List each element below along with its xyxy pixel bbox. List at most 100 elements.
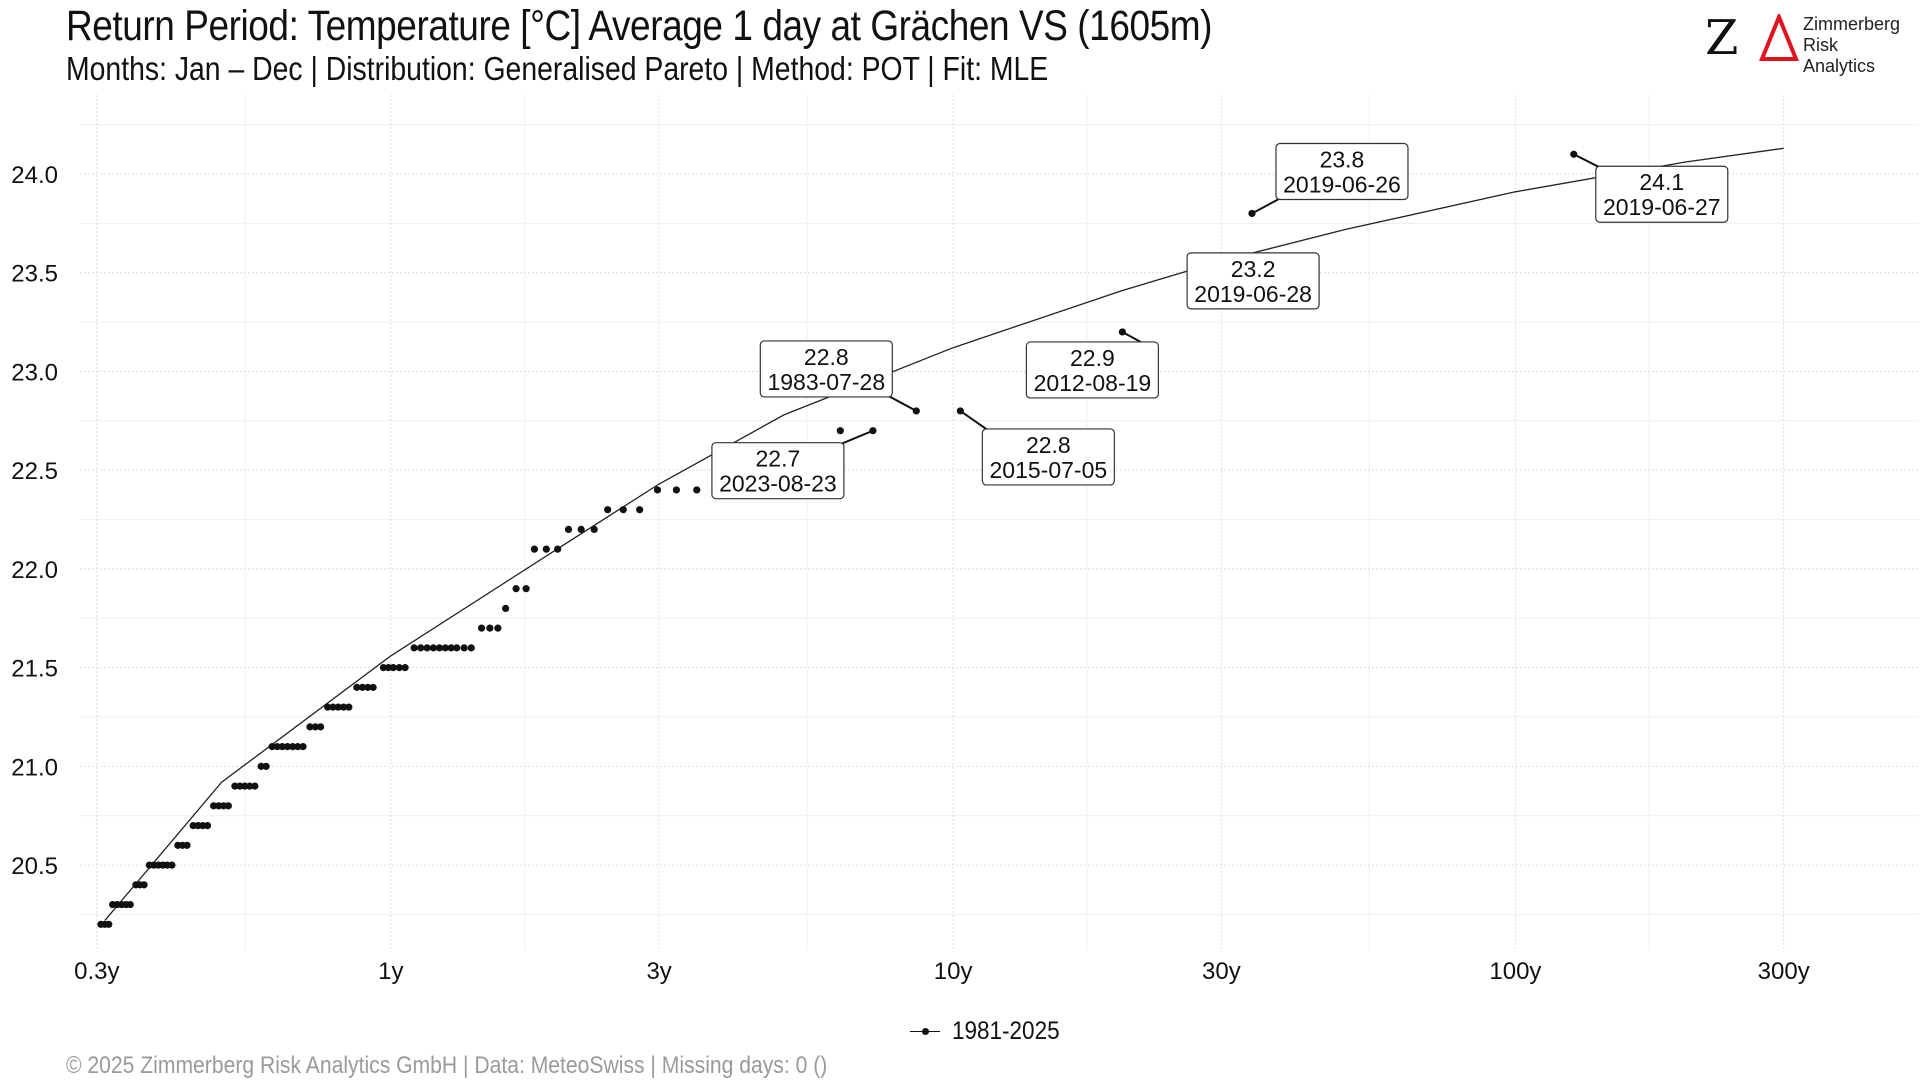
data-point (836, 427, 844, 435)
data-point (294, 743, 302, 751)
label-box-frame (1595, 165, 1729, 223)
data-point (604, 506, 612, 514)
data-point (257, 762, 265, 770)
chart-subtitle: Months: Jan – Dec | Distribution: Genera… (66, 50, 1049, 87)
data-point (324, 703, 332, 711)
data-point (105, 920, 113, 928)
point-label-date: 2019-06-26 (1283, 171, 1401, 197)
data-point (183, 841, 191, 849)
company-logo: Z Zimmerberg Risk Analytics (1705, 10, 1910, 76)
x-tick-label: 300y (1758, 958, 1810, 985)
point-label-date: 2019-06-28 (1194, 281, 1312, 307)
x-tick-label: 0.3y (74, 958, 119, 985)
label-box-frame (759, 340, 893, 398)
chart-grid (80, 95, 1918, 950)
y-tick-label: 20.5 (11, 853, 58, 880)
logo-z-mark: Z (1705, 10, 1739, 66)
legend: 1981-2025 (910, 1016, 1072, 1046)
point-labels: 22.72023-08-2322.81983-07-2822.82015-07-… (711, 142, 1729, 500)
data-point (203, 822, 212, 830)
data-point (369, 683, 377, 691)
data-point (251, 782, 259, 790)
y-tick-label: 23.5 (11, 261, 58, 288)
data-point (401, 664, 409, 672)
data-point (417, 644, 425, 652)
chart-title: Return Period: Temperature [°C] Average … (66, 2, 1213, 50)
data-point (236, 782, 244, 790)
point-label-value: 22.8 (1026, 432, 1071, 458)
data-point (395, 664, 403, 672)
point-label-value: 22.8 (804, 344, 849, 370)
x-tick-label: 100y (1489, 958, 1541, 985)
data-point (140, 881, 148, 889)
data-point (460, 644, 468, 652)
data-point (126, 900, 134, 909)
data-point (619, 506, 627, 514)
data-point (168, 861, 176, 869)
data-point (577, 525, 585, 534)
x-tick-label: 30y (1202, 958, 1241, 985)
data-point (273, 743, 281, 751)
data-point (210, 802, 218, 810)
data-point (379, 664, 388, 672)
label-box-frame (1025, 341, 1159, 399)
point-label-date: 1983-07-28 (767, 369, 885, 395)
data-point (317, 723, 325, 731)
data-point (486, 624, 494, 632)
data-point (389, 664, 397, 672)
data-point (358, 683, 366, 691)
data-point (231, 782, 239, 790)
data-point (530, 545, 538, 553)
data-point (339, 703, 348, 711)
fit-curve (104, 147, 1784, 921)
logo-delta-icon (1759, 14, 1799, 61)
data-points (97, 150, 1578, 928)
logo-line-2: Risk Analytics (1803, 35, 1876, 76)
data-point (311, 723, 319, 731)
label-box-frame (981, 428, 1115, 486)
data-point (542, 545, 550, 553)
data-point (299, 743, 307, 751)
x-tick-label: 1y (378, 958, 403, 985)
point-label-value: 24.1 (1639, 169, 1684, 195)
data-point (224, 802, 232, 810)
data-point (554, 545, 562, 553)
point-label-date: 2019-06-27 (1603, 194, 1721, 220)
data-point (262, 762, 270, 770)
data-point (410, 644, 418, 652)
data-point (590, 525, 598, 534)
x-tick-label: 10y (934, 958, 973, 985)
point-label-value: 22.7 (756, 446, 801, 472)
label-box-frame (711, 442, 845, 500)
data-point (912, 407, 920, 415)
data-point (512, 585, 520, 593)
data-point (306, 723, 314, 731)
data-point (447, 644, 455, 652)
point-label-date: 2023-08-23 (719, 471, 837, 497)
data-point (329, 703, 337, 711)
data-point (653, 486, 662, 494)
data-point (502, 604, 510, 612)
logo-line-1: Zimmerberg (1803, 14, 1901, 34)
legend-swatch-icon (910, 1021, 940, 1041)
data-point (364, 683, 372, 691)
point-label-date: 2015-07-05 (990, 457, 1108, 483)
data-point (636, 506, 644, 514)
data-point (467, 644, 475, 652)
data-point (429, 644, 437, 652)
data-point (289, 743, 297, 751)
data-point (345, 703, 353, 711)
data-point (494, 624, 502, 632)
point-label-value: 23.8 (1320, 146, 1365, 172)
data-point (268, 743, 276, 751)
data-point (672, 486, 681, 494)
x-tick-label: 3y (646, 958, 671, 985)
data-point (693, 486, 701, 494)
data-point (334, 703, 342, 711)
